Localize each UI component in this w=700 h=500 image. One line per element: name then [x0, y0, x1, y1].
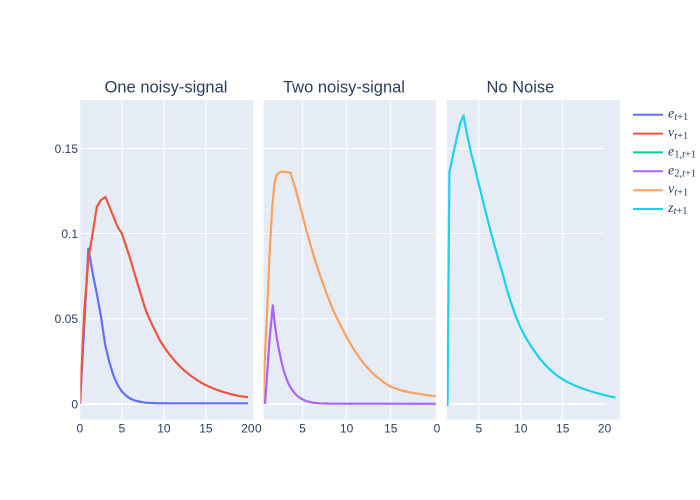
svg-text:vt+1: vt+1	[668, 182, 688, 198]
svg-text:zt+1: zt+1	[667, 201, 688, 217]
svg-text:15: 15	[199, 422, 213, 436]
svg-text:5: 5	[476, 422, 483, 436]
svg-text:10: 10	[157, 422, 171, 436]
svg-text:15: 15	[384, 422, 398, 436]
svg-text:0: 0	[71, 397, 78, 411]
svg-text:e1,t+1: e1,t+1	[668, 144, 696, 160]
svg-text:0: 0	[255, 422, 262, 436]
svg-text:e2,t+1: e2,t+1	[668, 163, 696, 179]
svg-text:vt+1: vt+1	[668, 126, 688, 142]
svg-text:0.05: 0.05	[55, 312, 79, 326]
svg-text:No Noise: No Noise	[486, 79, 554, 97]
svg-text:0: 0	[77, 422, 84, 436]
svg-text:0.1: 0.1	[61, 227, 78, 241]
svg-text:0: 0	[434, 422, 441, 436]
svg-text:20: 20	[598, 422, 612, 436]
svg-text:One noisy-signal: One noisy-signal	[105, 79, 228, 97]
svg-text:5: 5	[119, 422, 126, 436]
svg-text:0.15: 0.15	[55, 142, 79, 156]
svg-text:20: 20	[241, 422, 255, 436]
svg-text:5: 5	[299, 422, 306, 436]
svg-text:10: 10	[340, 422, 354, 436]
svg-text:15: 15	[556, 422, 570, 436]
svg-text:Two noisy-signal: Two noisy-signal	[283, 79, 405, 97]
svg-text:et+1: et+1	[668, 107, 688, 123]
svg-text:10: 10	[514, 422, 528, 436]
